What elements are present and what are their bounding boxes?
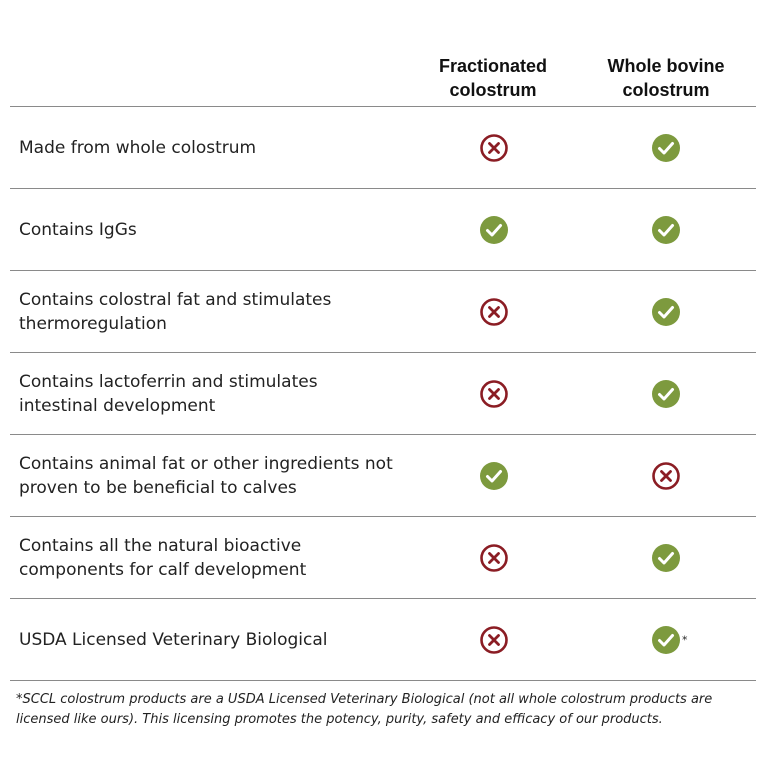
table-row: Contains all the natural bioactive compo… [10, 517, 756, 599]
check-circle-icon [479, 461, 509, 491]
x-circle-icon [479, 625, 509, 655]
x-circle-icon [651, 461, 681, 491]
row-label: Contains animal fat or other ingredients… [19, 453, 393, 498]
check-circle-icon [651, 133, 681, 163]
table-body: Made from whole colostrum Contains IgGs Co… [10, 107, 756, 681]
row-label: Contains all the natural bioactive compo… [19, 535, 307, 580]
check-circle-icon [479, 215, 509, 245]
x-circle-icon [479, 297, 509, 327]
row-label: USDA Licensed Veterinary Biological [19, 629, 328, 650]
column-header-fractionated: Fractionated colostrum [438, 56, 548, 100]
row-label: Made from whole colostrum [19, 137, 257, 158]
table-row: Made from whole colostrum [10, 107, 756, 189]
x-circle-icon [479, 379, 509, 409]
comparison-table: Fractionated colostrum Whole bovine colo… [10, 54, 756, 681]
table-row: Contains colostral fat and stimulates th… [10, 271, 756, 353]
check-circle-icon [651, 215, 681, 245]
check-circle-icon [651, 543, 681, 573]
x-circle-icon [479, 543, 509, 573]
table-row: USDA Licensed Veterinary Biological * [10, 599, 756, 681]
row-label: Contains IgGs [19, 219, 137, 240]
table-row: Contains animal fat or other ingredients… [10, 435, 756, 517]
footnote-marker: * [682, 633, 688, 646]
footnote: *SCCL colostrum products are a USDA Lice… [16, 692, 713, 727]
check-circle-icon [651, 625, 681, 655]
row-label: Contains lactoferrin and stimulates inte… [19, 371, 318, 416]
column-header-whole-bovine: Whole bovine colostrum [607, 56, 725, 100]
x-circle-icon [479, 133, 509, 163]
check-circle-icon [651, 379, 681, 409]
row-label: Contains colostral fat and stimulates th… [19, 289, 332, 334]
table-row: Contains IgGs [10, 189, 756, 271]
table-header: Fractionated colostrum Whole bovine colo… [10, 54, 756, 107]
table-row: Contains lactoferrin and stimulates inte… [10, 353, 756, 435]
check-circle-icon [651, 297, 681, 327]
